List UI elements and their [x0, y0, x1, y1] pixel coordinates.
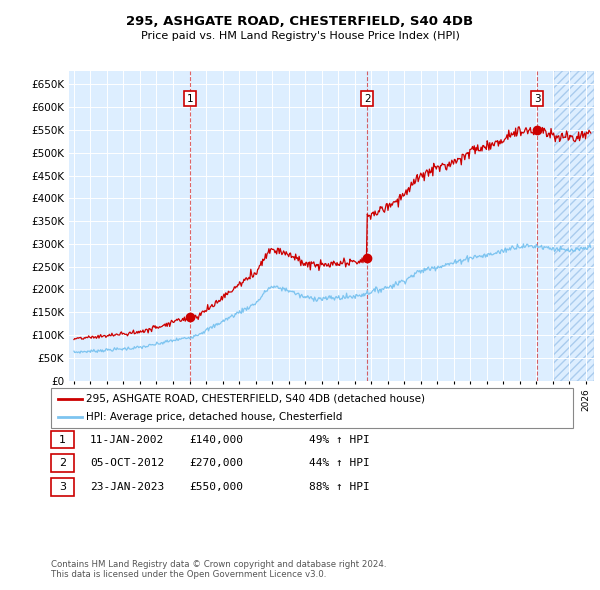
Text: 295, ASHGATE ROAD, CHESTERFIELD, S40 4DB: 295, ASHGATE ROAD, CHESTERFIELD, S40 4DB — [127, 15, 473, 28]
Text: Contains HM Land Registry data © Crown copyright and database right 2024.
This d: Contains HM Land Registry data © Crown c… — [51, 560, 386, 579]
Text: 44% ↑ HPI: 44% ↑ HPI — [309, 458, 370, 468]
Text: 1: 1 — [187, 94, 193, 104]
Text: 05-OCT-2012: 05-OCT-2012 — [90, 458, 164, 468]
Text: 3: 3 — [59, 482, 66, 491]
Bar — [554, 71, 594, 381]
Text: 2: 2 — [59, 458, 66, 468]
Text: 295, ASHGATE ROAD, CHESTERFIELD, S40 4DB (detached house): 295, ASHGATE ROAD, CHESTERFIELD, S40 4DB… — [86, 394, 425, 404]
Text: 3: 3 — [534, 94, 541, 104]
Text: £270,000: £270,000 — [189, 458, 243, 468]
Text: £140,000: £140,000 — [189, 435, 243, 444]
Text: 23-JAN-2023: 23-JAN-2023 — [90, 482, 164, 491]
Text: HPI: Average price, detached house, Chesterfield: HPI: Average price, detached house, Ches… — [86, 411, 342, 421]
Text: Price paid vs. HM Land Registry's House Price Index (HPI): Price paid vs. HM Land Registry's House … — [140, 31, 460, 41]
Text: 11-JAN-2002: 11-JAN-2002 — [90, 435, 164, 444]
Text: 2: 2 — [364, 94, 370, 104]
Text: 49% ↑ HPI: 49% ↑ HPI — [309, 435, 370, 444]
Text: £550,000: £550,000 — [189, 482, 243, 491]
Text: 1: 1 — [59, 435, 66, 444]
Text: 88% ↑ HPI: 88% ↑ HPI — [309, 482, 370, 491]
